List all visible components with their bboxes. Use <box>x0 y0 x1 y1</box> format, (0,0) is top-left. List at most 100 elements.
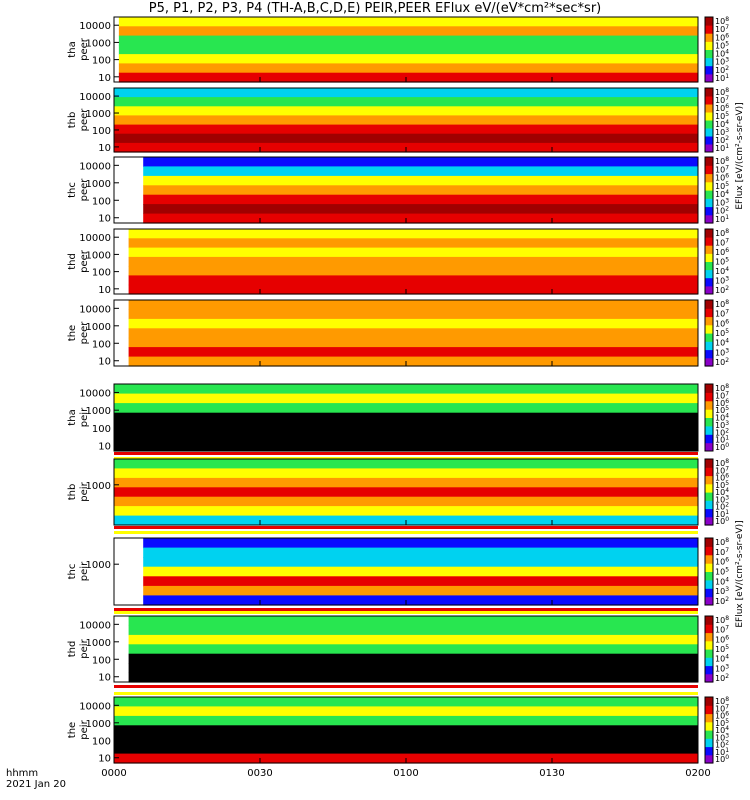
y-tick-label: 1000 <box>86 109 111 120</box>
heatmap-band <box>114 97 698 107</box>
colorbar-tick-label: 103 <box>715 663 729 673</box>
colorbar-tick-label: 105 <box>715 567 729 577</box>
y-axis-label: the <box>67 722 78 738</box>
separator-bar <box>114 611 698 614</box>
y-tick-label: 1000 <box>86 250 111 261</box>
colorbar-step <box>705 237 713 246</box>
y-tick-label: 100 <box>92 736 111 747</box>
heatmap-band <box>128 247 699 258</box>
time-row-label: hhmm <box>6 768 38 779</box>
heatmap-band <box>128 275 699 286</box>
colorbar-step <box>705 475 713 485</box>
colorbar-tick-label: 104 <box>715 49 729 59</box>
colorbar-tick-label: 100 <box>715 442 729 452</box>
colorbar-step <box>705 206 713 216</box>
colorbar-step <box>705 112 713 121</box>
colorbar-step <box>705 357 713 367</box>
colorbar-tick-label: 108 <box>715 299 729 309</box>
heatmap-band <box>114 88 698 98</box>
heatmap-band <box>143 213 698 224</box>
y-tick-label: 100 <box>92 196 111 207</box>
y-axis-label: peir <box>79 638 90 658</box>
colorbar-step <box>705 697 713 706</box>
panel-tha-peer: tha peer100001000100101081071061051041031… <box>67 16 729 84</box>
heatmap-band <box>118 72 698 83</box>
colorbar-step <box>705 261 713 271</box>
x-tick-label: 0000 <box>101 768 126 779</box>
colorbar-tick-label: 105 <box>715 40 729 50</box>
heatmap-band <box>143 204 698 215</box>
colorbar-tick-label: 107 <box>715 95 729 105</box>
colorbar-tick-label: 102 <box>715 206 729 216</box>
separator-bar <box>114 452 698 455</box>
heatmap-band <box>143 547 698 558</box>
heatmap-band <box>128 672 699 683</box>
heatmap-band <box>128 347 699 358</box>
y-axis-label: peir <box>79 481 90 501</box>
colorbar-tick-label: 108 <box>715 696 729 706</box>
date-label: 2021 Jan 20 <box>6 779 66 790</box>
colorbar-step <box>705 713 713 723</box>
colorbar-tick-label: 106 <box>715 103 729 113</box>
colorbar-step <box>705 596 713 606</box>
colorbar-tick-label: 105 <box>715 405 729 415</box>
colorbar-step <box>705 384 713 393</box>
y-axis-label: peir <box>79 561 90 581</box>
heatmap-band <box>118 17 698 27</box>
colorbar-tick-label: 105 <box>715 644 729 654</box>
colorbar-step <box>705 157 713 166</box>
colorbar-tick-label: 103 <box>715 197 729 207</box>
y-tick-label: 10000 <box>79 21 111 32</box>
colorbar-frame <box>704 615 714 683</box>
colorbar-tick-label: 107 <box>715 547 729 557</box>
y-tick-label: 1000 <box>86 638 111 649</box>
y-axis-label: thb <box>67 112 78 129</box>
heatmap-band <box>114 487 698 498</box>
heatmap-band <box>118 35 698 46</box>
colorbar-tick-label: 103 <box>715 127 729 137</box>
colorbar-step <box>705 673 713 683</box>
colorbar-frame <box>704 156 714 224</box>
separator-bar <box>114 685 698 688</box>
heatmap-band <box>114 734 698 745</box>
colorbar-step <box>705 409 713 418</box>
colorbar-step <box>705 649 713 658</box>
heatmap-band <box>114 496 698 507</box>
y-tick-label: 10000 <box>79 92 111 103</box>
heatmap-band <box>128 337 699 348</box>
panel-the-peir: the peir100001000100101081071061051041031… <box>67 696 729 765</box>
colorbar-tick-label: 105 <box>715 328 729 338</box>
y-tick-label: 1000 <box>86 560 111 571</box>
colorbar-step <box>705 308 713 318</box>
y-tick-label: 10 <box>98 442 111 453</box>
colorbar-step <box>705 120 713 129</box>
colorbar-step <box>705 333 713 342</box>
heatmap-band <box>128 300 699 310</box>
colorbar-tick-label: 102 <box>715 673 729 683</box>
colorbar-step <box>705 214 713 224</box>
y-tick-label: 100 <box>92 339 111 350</box>
colorbar-tick-label: 106 <box>715 711 729 721</box>
colorbar-step <box>705 173 713 183</box>
y-tick-label: 10000 <box>79 620 111 631</box>
panel-thd-peir: thd peir 10000 1000 100 10 1081071061051041031… <box>67 615 729 684</box>
colorbar-step <box>705 316 713 326</box>
colorbar-tick-label: 107 <box>715 390 729 400</box>
heatmap-band <box>114 384 698 395</box>
colorbar-step <box>705 657 713 667</box>
colorbar-tick-label: 107 <box>715 703 729 713</box>
heatmap-band <box>114 115 698 126</box>
colorbar-tick-label: 104 <box>715 576 729 586</box>
heatmap-band <box>128 356 699 367</box>
y-tick-label: 1000 <box>86 481 111 492</box>
colorbar-tick-label: 104 <box>715 654 729 664</box>
y-tick-label: 10000 <box>79 388 111 399</box>
heatmap-band <box>114 477 698 488</box>
colorbar-title-peer: EFlux [eV/(cm²-s-sr-eV)] <box>735 102 745 209</box>
colorbar-step <box>705 632 713 642</box>
colorbar-step <box>705 136 713 145</box>
colorbar-tick-label: 102 <box>715 285 729 295</box>
heatmap-band <box>114 412 698 423</box>
colorbar-tick-label: 104 <box>715 119 729 129</box>
